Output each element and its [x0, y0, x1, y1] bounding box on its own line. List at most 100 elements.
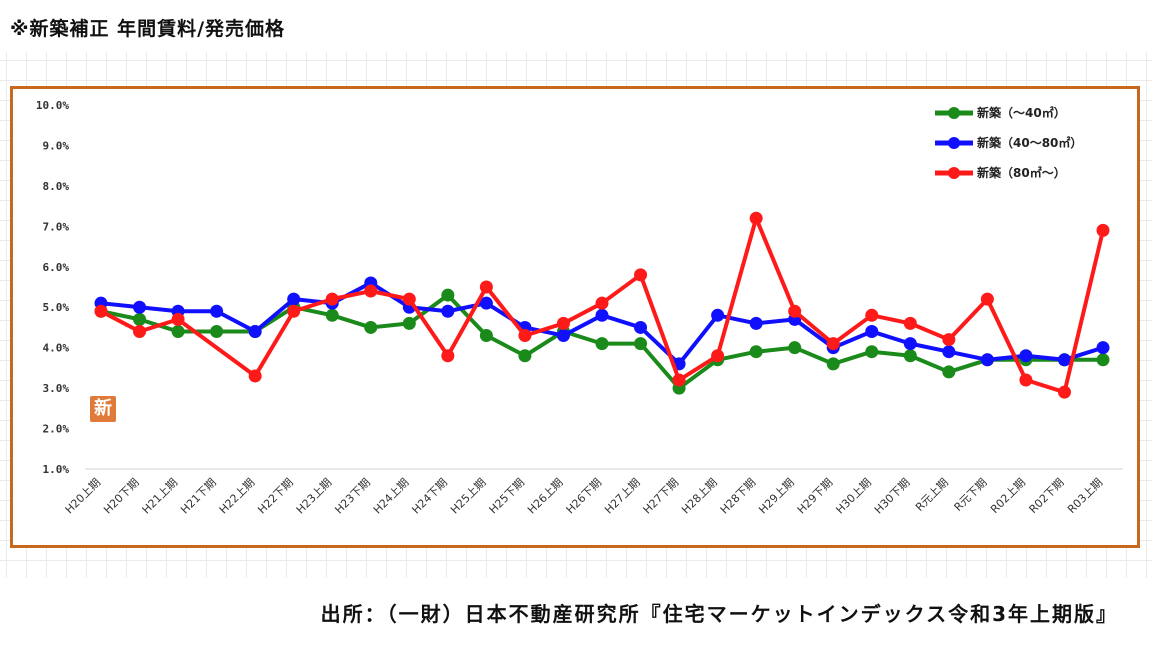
x-tick-label: H20上期	[63, 476, 104, 517]
data-point	[865, 324, 879, 338]
data-point	[479, 280, 493, 294]
data-point	[1096, 223, 1110, 237]
x-tick-label: H26下期	[564, 476, 605, 517]
data-point	[672, 373, 686, 387]
legend: 新築（～40㎡） 新築（40～80㎡） 新築（80㎡～）	[935, 105, 1082, 180]
page-title: ※新築補正 年間賃料/発売価格	[10, 18, 286, 40]
x-tick-label: H29下期	[795, 476, 836, 517]
x-tick-label: H21下期	[178, 476, 219, 517]
shin-badge: 新	[90, 396, 116, 422]
legend-label: 新築（～40㎡）	[977, 105, 1066, 120]
x-tick-label: H26上期	[525, 476, 566, 517]
x-tick-label: H23下期	[332, 476, 373, 517]
data-point	[441, 288, 455, 302]
x-tick-label: H24上期	[371, 476, 412, 517]
data-point	[634, 268, 648, 282]
data-point	[133, 324, 147, 338]
data-point	[325, 292, 339, 306]
y-tick-label: 3.0%	[43, 382, 70, 395]
y-tick-label: 9.0%	[43, 139, 70, 152]
data-point	[942, 333, 956, 347]
x-tick-label: R03上期	[1065, 476, 1105, 516]
x-tick-label: H27下期	[641, 476, 682, 517]
data-point	[865, 308, 879, 322]
footer-area	[0, 578, 1152, 648]
data-point	[133, 300, 147, 314]
data-point	[441, 349, 455, 363]
data-point	[556, 329, 570, 343]
y-tick-label: 5.0%	[43, 301, 70, 314]
data-point	[903, 337, 917, 351]
x-tick-label: H21上期	[140, 476, 181, 517]
legend-entry: 新築（80㎡～）	[935, 165, 1066, 180]
y-tick-label: 7.0%	[43, 220, 70, 233]
data-point	[1019, 349, 1033, 363]
data-point	[556, 316, 570, 330]
data-point	[1096, 353, 1110, 367]
x-tick-label: R02上期	[988, 476, 1028, 516]
header-area	[0, 0, 1152, 52]
x-tick-label: H22下期	[255, 476, 296, 517]
y-tick-label: 8.0%	[43, 180, 70, 193]
data-point	[402, 316, 416, 330]
data-point	[1057, 353, 1071, 367]
y-tick-label: 2.0%	[43, 423, 70, 436]
data-point	[903, 316, 917, 330]
data-point	[171, 312, 185, 326]
x-tick-label: H25下期	[487, 476, 528, 517]
data-point	[441, 304, 455, 318]
legend-label: 新築（40～80㎡）	[977, 135, 1082, 150]
x-tick-label: H30上期	[833, 476, 874, 517]
x-tick-label: H24下期	[409, 476, 450, 517]
data-point	[826, 337, 840, 351]
x-tick-label: R元上期	[913, 476, 951, 514]
data-point	[595, 308, 609, 322]
x-tick-label: H22上期	[217, 476, 258, 517]
series-lines	[94, 211, 1110, 399]
data-point	[749, 345, 763, 359]
x-tick-label: H27上期	[602, 476, 643, 517]
data-point	[711, 308, 725, 322]
chart-frame: 1.0% 2.0% 3.0% 4.0% 5.0% 6.0% 7.0% 8.0% 9.0% 10.0…	[10, 86, 1140, 548]
data-point	[94, 304, 108, 318]
data-point	[479, 329, 493, 343]
x-tick-label: H28下期	[718, 476, 759, 517]
x-tick-label: H20下期	[101, 476, 142, 517]
axes: 1.0% 2.0% 3.0% 4.0% 5.0% 6.0% 7.0% 8.0% 9.0% 10.0…	[36, 99, 1123, 516]
data-point	[903, 349, 917, 363]
series-2	[94, 211, 1110, 399]
y-tick-label: 4.0%	[43, 342, 70, 355]
data-point	[942, 345, 956, 359]
x-tick-label: H28上期	[679, 476, 720, 517]
data-point	[980, 292, 994, 306]
data-point	[248, 369, 262, 383]
data-point	[364, 320, 378, 334]
source-note: 出所：（一財）日本不動産研究所『住宅マーケットインデックス令和3年上期版』	[320, 602, 1118, 626]
data-point	[711, 349, 725, 363]
data-point	[210, 304, 224, 318]
y-tick-label: 10.0%	[36, 99, 69, 112]
x-tick-label: H23上期	[294, 476, 335, 517]
x-tick-label: H29上期	[756, 476, 797, 517]
data-point	[1019, 373, 1033, 387]
data-point	[518, 329, 532, 343]
data-point	[788, 341, 802, 355]
data-point	[788, 304, 802, 318]
data-point	[248, 324, 262, 338]
data-point	[518, 349, 532, 363]
line-chart: 1.0% 2.0% 3.0% 4.0% 5.0% 6.0% 7.0% 8.0% 9.0% 10.0…	[36, 99, 1123, 516]
y-tick-label: 1.0%	[43, 463, 70, 476]
data-point	[749, 211, 763, 225]
data-point	[287, 304, 301, 318]
data-point	[634, 337, 648, 351]
data-point	[749, 316, 763, 330]
data-point	[1096, 341, 1110, 355]
legend-label: 新築（80㎡～）	[977, 165, 1066, 180]
data-point	[210, 324, 224, 338]
x-tick-label: H25上期	[448, 476, 489, 517]
data-point	[479, 296, 493, 310]
series-line	[100, 216, 1105, 395]
data-point	[325, 308, 339, 322]
data-point	[980, 353, 994, 367]
data-point	[402, 292, 416, 306]
